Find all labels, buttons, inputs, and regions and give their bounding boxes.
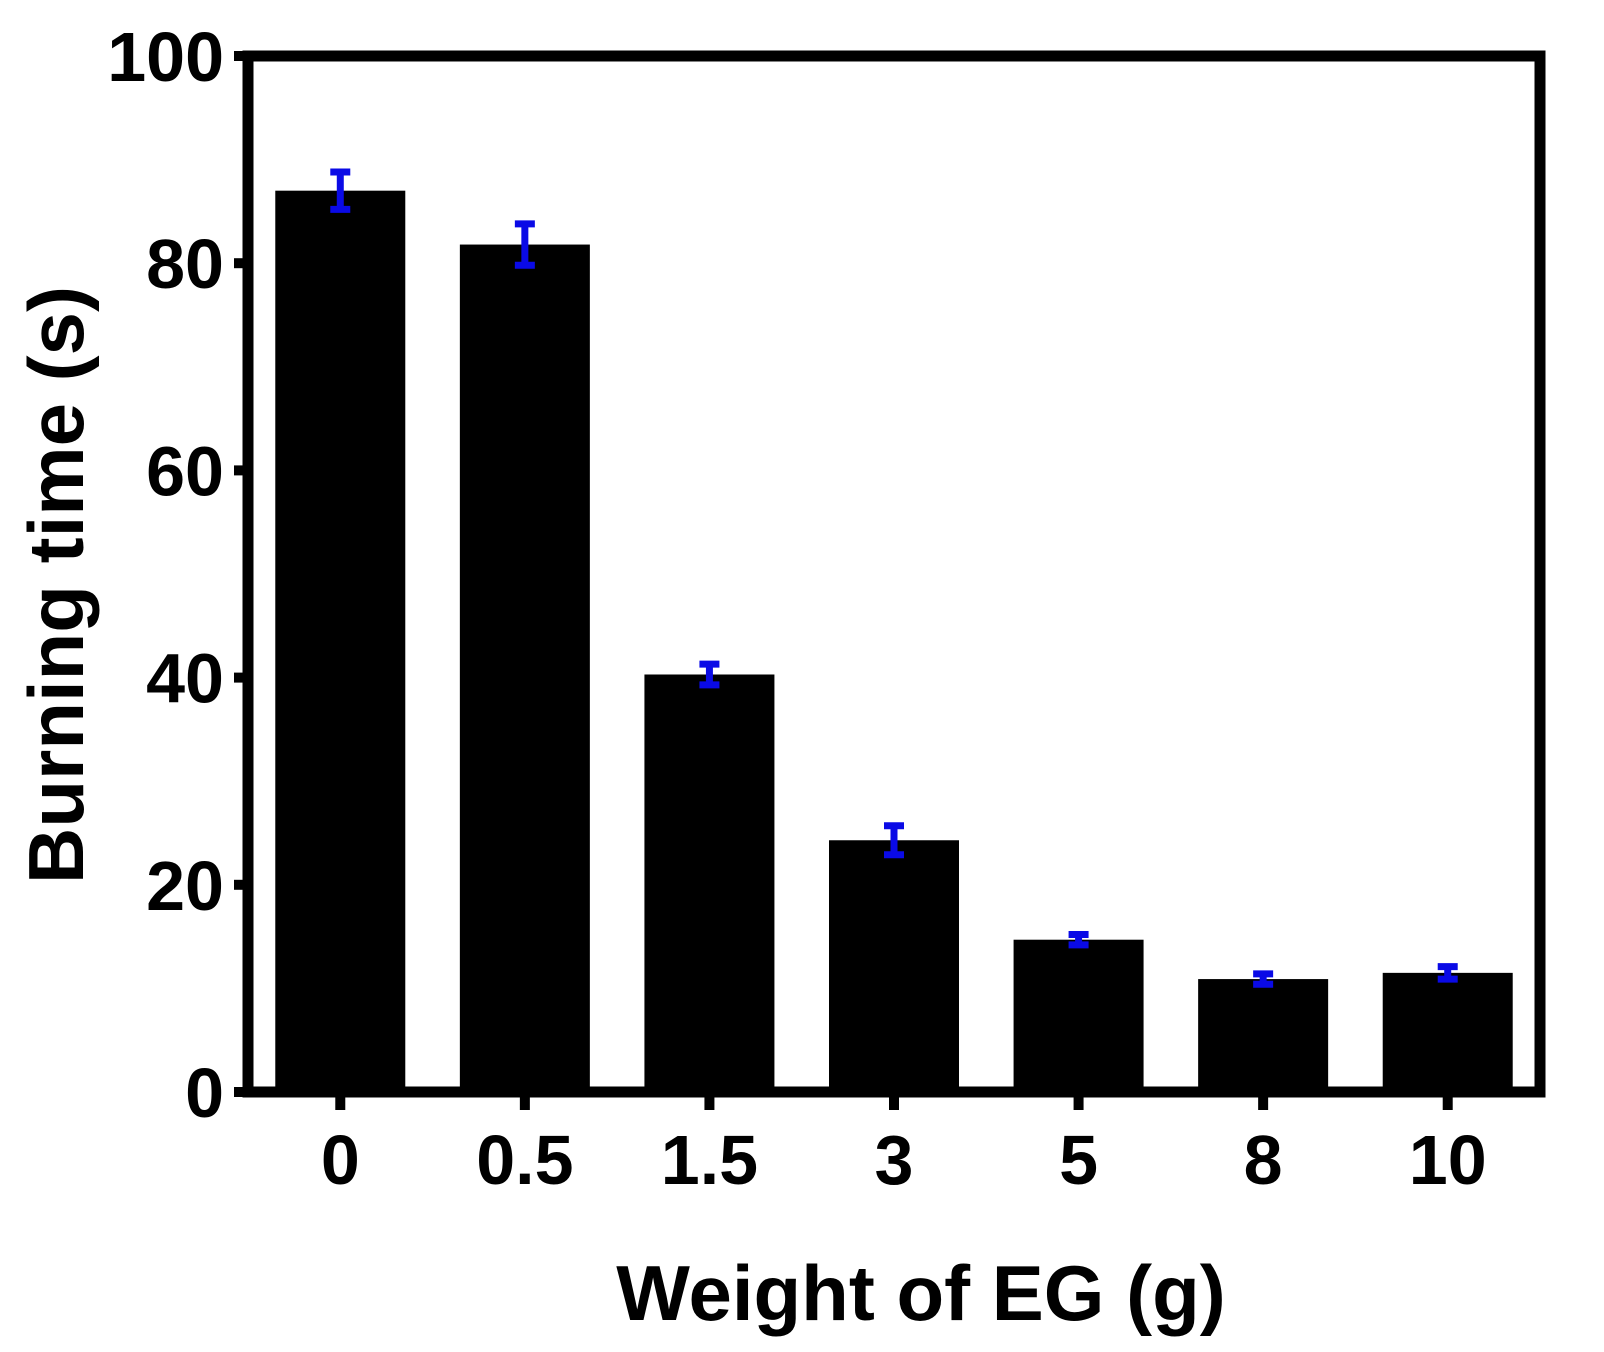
error-bar-5 (1068, 931, 1089, 949)
y-tick-label: 100 (107, 18, 224, 96)
error-bar-10 (1437, 963, 1458, 983)
bar-8 (1198, 979, 1329, 1092)
error-bar-1.5 (699, 660, 720, 689)
y-tick-label: 0 (185, 1054, 224, 1132)
error-bars-layer (330, 168, 1458, 988)
y-tick-label: 20 (146, 847, 224, 925)
error-bar-3 (884, 822, 904, 859)
bar-0 (275, 190, 406, 1092)
x-tick-label: 1.5 (661, 1121, 758, 1199)
y-axis-ticks: 0 20 40 60 80 100 (107, 18, 248, 1132)
bar-5 (1013, 939, 1144, 1092)
bar-1.5 (644, 674, 775, 1092)
error-bar-0.5 (514, 220, 535, 269)
x-tick-label: 3 (875, 1121, 914, 1199)
bar-10 (1382, 972, 1513, 1092)
y-axis-title: Burning time (s) (12, 286, 100, 884)
x-tick-label: 0 (321, 1121, 360, 1199)
y-tick-label: 60 (146, 432, 224, 510)
x-tick-label: 0.5 (476, 1121, 573, 1199)
x-axis-title: Weight of EG (g) (616, 1249, 1225, 1337)
y-tick-label: 40 (146, 640, 224, 718)
error-bar-0 (330, 168, 351, 213)
y-tick-label: 80 (146, 225, 224, 303)
bars-layer (275, 190, 1513, 1092)
x-axis-ticks: 0 0.5 1.5 3 5 8 10 (321, 1092, 1487, 1199)
x-tick-label: 8 (1244, 1121, 1283, 1199)
x-tick-label: 10 (1409, 1121, 1487, 1199)
bar-0.5 (459, 244, 590, 1092)
error-bar-8 (1253, 970, 1274, 988)
x-tick-label: 5 (1059, 1121, 1098, 1199)
bar-3 (829, 840, 959, 1092)
